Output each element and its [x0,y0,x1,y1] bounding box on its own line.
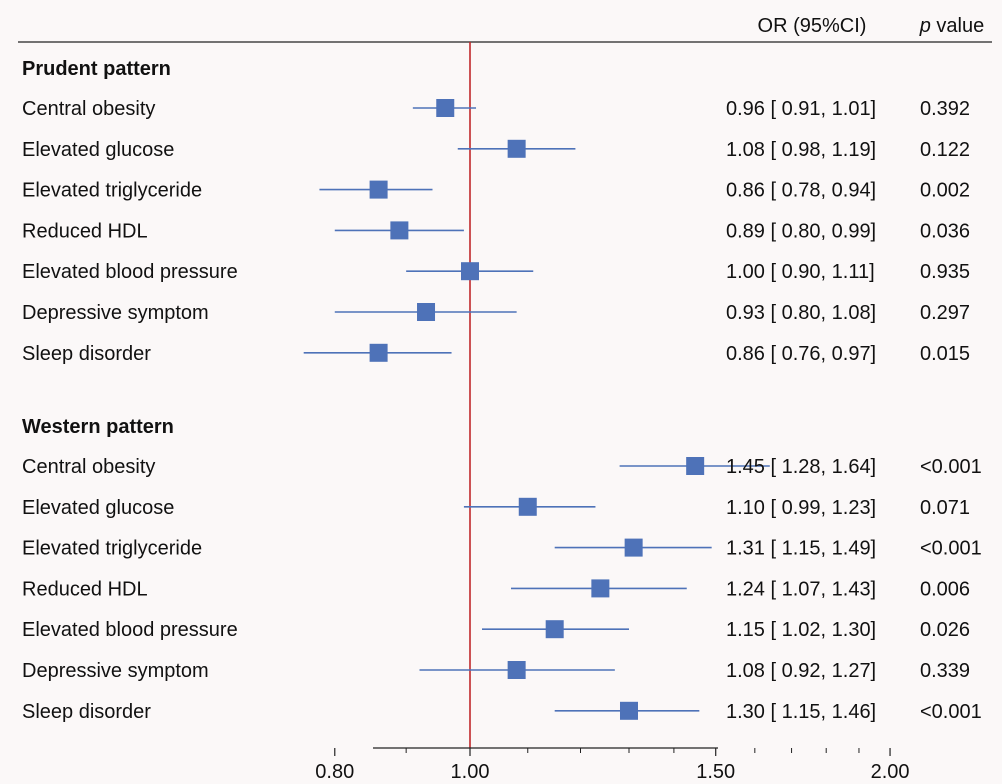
row-label: Depressive symptom [22,660,209,682]
row-label: Sleep disorder [22,701,151,723]
or-ci-text: 0.86 [ 0.76, 0.97] [726,343,876,365]
p-value-text: 0.339 [920,660,970,682]
or-ci-text: 1.08 [ 0.92, 1.27] [726,660,876,682]
p-value-text: 0.392 [920,98,970,120]
p-value-text: 0.935 [920,261,970,283]
or-marker [369,180,388,199]
or-ci-text: 1.31 [ 1.15, 1.49] [726,538,876,560]
or-marker [518,497,537,516]
row-label: Elevated triglyceride [22,180,202,202]
or-ci-text: 1.24 [ 1.07, 1.43] [726,578,876,600]
or-ci-text: 0.86 [ 0.78, 0.94] [726,180,876,202]
or-marker [417,303,436,321]
or-marker [461,262,479,281]
x-tick-label: 2.00 [871,761,910,783]
row-label: Reduced HDL [22,220,148,242]
or-ci-text: 0.93 [ 0.80, 1.08] [726,302,876,324]
or-marker [624,538,643,557]
p-value-text: 0.026 [920,619,970,641]
or-marker [507,661,526,679]
or-marker [545,620,564,639]
row-label: Elevated glucose [22,139,174,161]
or-marker [686,457,705,475]
p-value-text: 0.036 [920,220,970,242]
row-label: Elevated blood pressure [22,261,238,283]
row-label: Central obesity [22,456,155,478]
row-label: Elevated glucose [22,497,174,519]
or-marker [369,343,388,362]
row-label: Sleep disorder [22,343,151,365]
forest-rows: Prudent pattern Central obesity 0.96 [ 0.9… [22,42,982,748]
group-header: Prudent pattern [22,58,171,80]
or-marker [507,139,526,158]
p-value-text: 0.015 [920,343,970,365]
p-value-text: <0.001 [920,456,982,478]
row-label: Central obesity [22,98,155,120]
row-label: Elevated blood pressure [22,619,238,641]
group-header: Western pattern [22,416,174,438]
p-value-text: 0.002 [920,180,970,202]
x-tick-label: 1.00 [451,761,490,783]
or-marker [591,579,610,598]
row-label: Reduced HDL [22,578,148,600]
p-value-text: 0.006 [920,578,970,600]
or-ci-text: 1.15 [ 1.02, 1.30] [726,619,876,641]
p-rest: value [931,15,984,37]
or-marker [619,701,638,720]
x-tick-label: 0.80 [315,761,354,783]
or-ci-text: 1.10 [ 0.99, 1.23] [726,497,876,519]
p-value-text: <0.001 [920,701,982,723]
or-ci-text: 0.89 [ 0.80, 0.99] [726,220,876,242]
or-ci-text: 1.30 [ 1.15, 1.46] [726,701,876,723]
or-column-header: OR (95%CI) [758,15,867,37]
or-ci-text: 1.00 [ 0.90, 1.11] [726,261,875,283]
row-label: Depressive symptom [22,302,209,324]
or-ci-text: 1.08 [ 0.98, 1.19] [726,139,876,161]
p-value-text: <0.001 [920,538,982,560]
x-tick-label: 1.50 [696,761,735,783]
p-value-text: 0.122 [920,139,970,161]
or-marker [390,221,409,240]
or-marker [436,99,455,117]
p-italic: p [919,15,931,37]
p-value-text: 0.071 [920,497,970,519]
or-ci-text: 0.96 [ 0.91, 1.01] [726,98,876,120]
p-value-column-header: p value [919,15,985,37]
or-ci-text: 1.45 [ 1.28, 1.64] [726,456,876,478]
row-label: Elevated triglyceride [22,538,202,560]
p-value-text: 0.297 [920,302,970,324]
x-axis: 0.80 1.00 1.50 2.00 [315,747,910,783]
